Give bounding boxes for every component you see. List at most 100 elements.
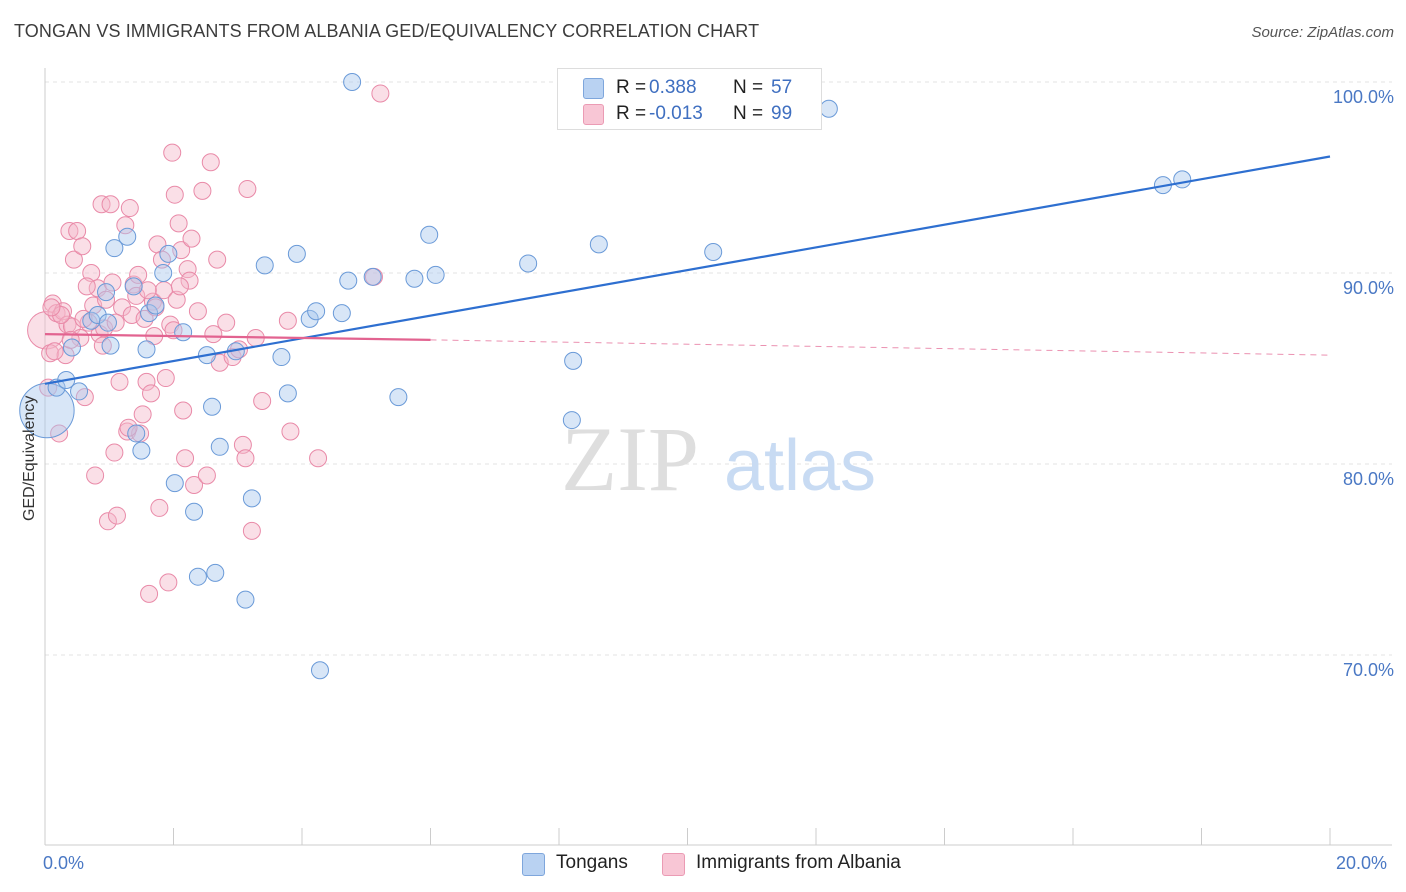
albania-point — [45, 342, 64, 361]
tongan-point — [174, 323, 193, 342]
albania-trendline-extension — [430, 339, 1331, 356]
legend-r-value: 0.388 — [649, 77, 697, 98]
tongan-point — [185, 502, 204, 521]
albania-point — [107, 506, 126, 525]
albania-point — [50, 424, 69, 443]
legend-label-albania: Immigrants from Albania — [696, 852, 901, 873]
watermark-zip: ZIP — [561, 408, 699, 510]
tongan-point — [704, 242, 723, 261]
albania-point — [167, 290, 186, 309]
legend-swatch-pink — [583, 104, 604, 125]
tongan-point — [118, 227, 137, 246]
tongan-point — [146, 296, 165, 315]
tongan-point — [127, 424, 146, 443]
tongan-point — [307, 302, 326, 321]
tongan-point — [420, 225, 439, 244]
albania-point — [97, 290, 116, 309]
albania-point — [47, 304, 66, 323]
albania-point — [74, 309, 93, 328]
tongan-point — [206, 563, 225, 582]
tongan-point — [278, 384, 297, 403]
albania-point — [73, 237, 92, 256]
tongan-point — [310, 661, 329, 680]
albania-point — [68, 221, 87, 240]
tongan-point — [140, 304, 159, 323]
tongan-point — [339, 271, 358, 290]
legend-swatch-blue — [583, 78, 604, 99]
tongan-point — [98, 313, 117, 332]
legend-n-value: 57 — [771, 77, 793, 98]
albania-point — [201, 153, 220, 172]
albania-point — [176, 449, 195, 468]
tongan-point — [389, 388, 408, 407]
source-credit: Source: ZipAtlas.com — [1251, 24, 1394, 41]
tongan-point — [188, 567, 207, 586]
albania-point — [77, 277, 96, 296]
tongan-point — [564, 351, 583, 370]
albania-point — [142, 384, 161, 403]
tongan-point — [137, 340, 156, 359]
albania-point — [253, 391, 272, 410]
albania-point — [185, 476, 204, 495]
albania-point — [64, 250, 83, 269]
albania-point — [174, 401, 193, 420]
albania-point — [188, 302, 207, 321]
tongan-point — [426, 265, 445, 284]
watermark-atlas: atlas — [724, 426, 876, 506]
albania-trendline — [44, 333, 431, 341]
albania-point — [281, 422, 300, 441]
tongan-point — [255, 256, 274, 275]
legend-n-label: N = — [733, 103, 764, 124]
albania-point — [41, 344, 60, 363]
y-tick-label: 70.0% — [1342, 660, 1394, 680]
albania-point — [82, 264, 101, 282]
albania-point — [159, 573, 178, 592]
tongan-trendline — [44, 155, 1331, 385]
legend-label-tongans: Tongans — [556, 852, 628, 873]
x-tick-label: 20.0% — [1336, 853, 1388, 873]
tongan-point — [210, 437, 229, 456]
tongan-point — [1173, 170, 1192, 189]
albania-point — [197, 466, 216, 485]
albania-point — [58, 315, 77, 334]
tongan-point — [62, 338, 81, 357]
tongan-point — [105, 239, 124, 258]
albania-point — [106, 313, 125, 332]
tongan-point — [343, 73, 362, 91]
tongan-point — [819, 99, 838, 118]
albania-point — [238, 179, 257, 198]
tongan-point — [165, 474, 184, 493]
y-tick-label: 100.0% — [1332, 87, 1394, 107]
tongan-point — [242, 489, 261, 508]
legend-swatch-pink — [662, 853, 685, 876]
tongan-point — [519, 254, 538, 273]
albania-point — [138, 281, 157, 300]
y-tick-label: 90.0% — [1342, 278, 1394, 298]
tongan-point — [159, 244, 178, 263]
y-axis-label: GED/Equivalency — [21, 395, 38, 521]
albania-point — [236, 449, 255, 468]
albania-point — [42, 298, 61, 317]
tongan-point — [405, 269, 424, 288]
albania-point — [178, 260, 197, 279]
albania-point — [133, 405, 152, 424]
albania-point — [223, 348, 242, 367]
y-tick-label: 80.0% — [1342, 469, 1394, 489]
albania-point — [242, 521, 261, 540]
tongan-point — [70, 382, 89, 401]
albania-point — [137, 372, 156, 391]
tongan-point — [562, 411, 581, 430]
albania-point — [208, 250, 227, 269]
albania-point — [169, 214, 188, 233]
x-tick-label: 0.0% — [43, 853, 85, 873]
chart-title: TONGAN VS IMMIGRANTS FROM ALBANIA GED/EQ… — [14, 21, 760, 41]
albania-point — [110, 372, 129, 391]
tongan-point — [203, 397, 222, 416]
albania-point — [233, 435, 252, 454]
albania-point — [193, 181, 212, 200]
albania-point — [93, 336, 112, 355]
legend: R = 0.388 N = 57 R = -0.013 N = 99 — [557, 68, 822, 130]
legend-swatch-blue — [522, 853, 545, 876]
tongan-point — [101, 336, 120, 355]
